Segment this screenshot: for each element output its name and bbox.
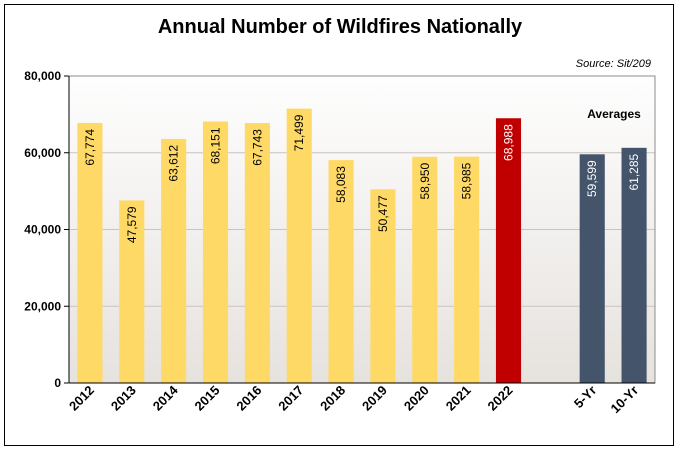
bar-chart: Annual Number of Wildfires Nationally So… [24, 16, 656, 417]
data-label: 58,950 [418, 162, 432, 199]
bar [161, 138, 187, 383]
x-tick-label: 2014 [150, 382, 182, 414]
data-label: 58,083 [334, 166, 348, 203]
y-tick-label: 40,000 [24, 223, 61, 237]
bar [328, 160, 354, 383]
bar [119, 200, 145, 383]
bar [412, 156, 438, 383]
chart-title: Annual Number of Wildfires Nationally [158, 16, 523, 38]
data-label: 47,579 [125, 206, 139, 243]
bar [244, 123, 270, 383]
bar [579, 154, 605, 383]
bar [454, 156, 480, 383]
data-label: 67,743 [250, 129, 264, 166]
data-label: 59,599 [585, 160, 599, 197]
data-label: 68,988 [502, 124, 516, 161]
y-tick-label: 20,000 [24, 299, 61, 313]
chart-frame: Annual Number of Wildfires Nationally So… [4, 4, 674, 446]
x-tick-label: 2018 [317, 383, 348, 414]
x-tick-label: 2019 [359, 383, 390, 414]
x-tick-label: 2020 [401, 383, 432, 414]
x-tick-label: 10-Yr [608, 383, 642, 417]
averages-annotation: Averages [587, 107, 641, 121]
data-label: 67,774 [83, 129, 97, 166]
data-label: 71,499 [292, 114, 306, 151]
data-label: 50,477 [376, 195, 390, 232]
x-tick-label: 2017 [275, 383, 306, 414]
x-tick-label: 2021 [443, 383, 474, 414]
bar [495, 118, 522, 384]
data-label: 63,612 [167, 145, 181, 182]
bar [621, 147, 647, 383]
x-tick-label: 2012 [66, 383, 97, 414]
x-tick-label: 2015 [192, 383, 223, 414]
y-tick-label: 60,000 [24, 146, 61, 160]
x-tick-label: 2016 [233, 383, 264, 414]
bars: 67,774 47,579 63,612 68,151 67,743 71,499 58,0… [77, 108, 647, 384]
data-label: 68,151 [209, 127, 223, 164]
data-label: 58,985 [460, 162, 474, 199]
chart-source: Source: Sit/209 [576, 58, 651, 70]
y-tick-label: 80,000 [24, 69, 61, 83]
bar [286, 108, 312, 383]
x-tick-label: 2013 [108, 383, 139, 414]
x-tick-label: 2022 [485, 383, 516, 414]
y-tick-label: 0 [54, 376, 61, 390]
bar [370, 189, 396, 383]
bar [202, 121, 229, 384]
bar [77, 122, 103, 384]
data-label: 61,285 [627, 153, 641, 190]
x-tick-label: 5-Yr [571, 383, 599, 411]
